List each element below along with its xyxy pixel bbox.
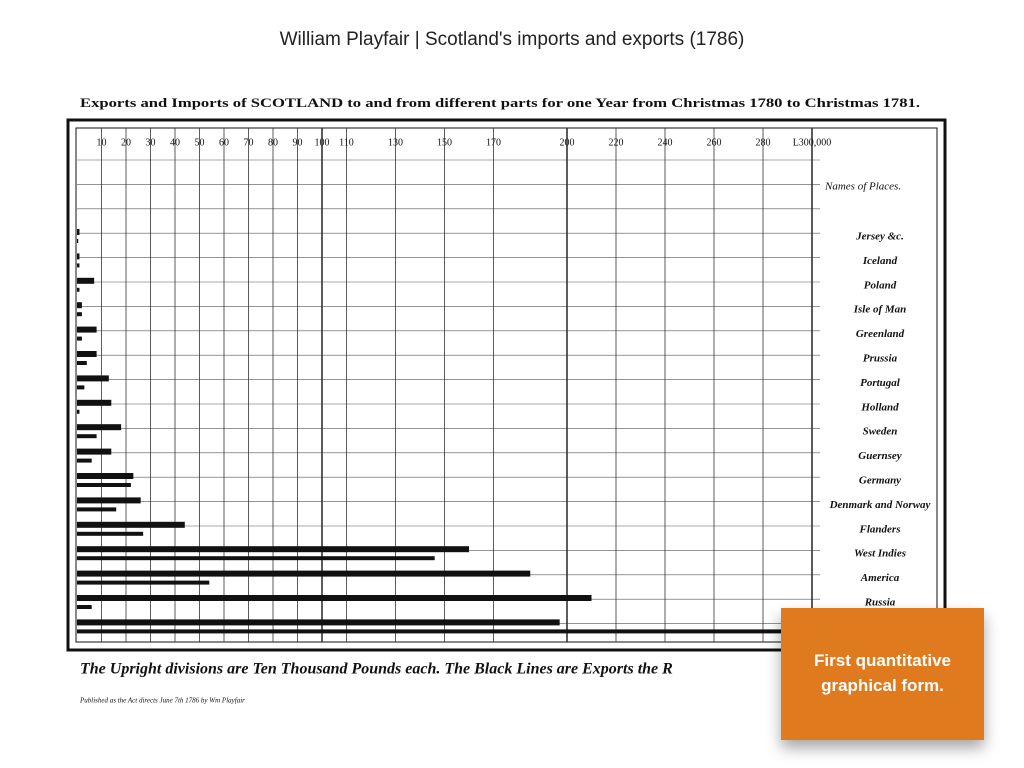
bar [77, 521, 185, 528]
x-tick-label: 170 [486, 137, 501, 148]
place-name: Holland [860, 401, 899, 413]
bar [77, 351, 97, 357]
place-name: Germany [859, 475, 901, 487]
bar [77, 619, 560, 626]
bar [77, 385, 85, 390]
callout: First quantitative graphical form. [781, 608, 984, 740]
x-tick-label: 40 [170, 137, 180, 148]
bar [77, 409, 80, 414]
bar [77, 263, 80, 268]
place-name: Denmark and Norway [829, 499, 931, 511]
bar [77, 458, 92, 463]
column-header: Names of Places. [824, 181, 901, 193]
place-name: Prussia [863, 353, 898, 365]
inner-frame [75, 127, 938, 643]
bar [77, 448, 112, 455]
bar [77, 312, 82, 317]
x-tick-label: 240 [658, 137, 673, 148]
x-tick-label: 90 [293, 137, 303, 148]
bar [77, 229, 80, 235]
x-tick-label: 60 [219, 137, 229, 148]
x-tick-label: 200 [560, 137, 575, 148]
x-tick-label: 220 [609, 137, 624, 148]
frame [66, 118, 947, 652]
bar [77, 361, 87, 365]
footnote: The Upright divisions are Ten Thousand P… [80, 661, 673, 678]
place-name: Greenland [856, 328, 905, 340]
place-name: West Indies [854, 548, 906, 560]
publisher-note: Published as the Act directs June 7th 17… [79, 697, 245, 705]
bar [77, 375, 109, 382]
place-name: Russia [864, 597, 896, 609]
x-tick-label: 70 [244, 137, 254, 148]
x-tick-label: 150 [437, 137, 452, 148]
bar [77, 424, 122, 431]
x-tick-label: L300,000 [793, 137, 832, 148]
place-name: America [860, 572, 900, 584]
x-tick-label: 260 [707, 137, 722, 148]
x-tick-label: 280 [756, 137, 771, 148]
bar [77, 556, 435, 561]
place-name: Isle of Man [853, 304, 907, 316]
bar [77, 546, 469, 553]
bar [77, 336, 82, 341]
place-name: Poland [864, 279, 897, 291]
bar [77, 580, 210, 585]
x-tick-label: 10 [97, 137, 107, 148]
bar [77, 302, 82, 309]
place-name: Iceland [862, 255, 898, 267]
bar [77, 531, 144, 536]
place-name: Flanders [859, 523, 901, 535]
bar [77, 483, 131, 487]
x-tick-label: 50 [195, 137, 205, 148]
place-name: Guernsey [858, 450, 902, 462]
bar [77, 434, 97, 439]
slide-title: William Playfair | Scotland's imports an… [280, 29, 745, 50]
bar [77, 253, 80, 260]
place-name: Portugal [860, 377, 901, 389]
bar [77, 507, 117, 512]
bar [77, 277, 95, 284]
x-tick-label: 100 [315, 137, 330, 148]
bar [77, 239, 79, 243]
bar [77, 629, 788, 634]
bar [77, 287, 80, 292]
x-tick-label: 80 [268, 137, 278, 148]
chart-title: Exports and Imports of SCOTLAND to and f… [80, 95, 920, 110]
place-name: Sweden [863, 426, 898, 438]
x-tick-label: 110 [339, 137, 354, 148]
x-tick-label: 20 [121, 137, 131, 148]
x-tick-label: 30 [146, 137, 156, 148]
bar [77, 595, 592, 601]
bar [77, 326, 97, 333]
x-tick-label: 130 [388, 137, 403, 148]
bar [77, 399, 112, 406]
place-name: Jersey &c. [855, 231, 904, 243]
bar [77, 605, 92, 609]
bar [77, 473, 134, 479]
bar [77, 570, 531, 577]
bar [77, 497, 141, 504]
